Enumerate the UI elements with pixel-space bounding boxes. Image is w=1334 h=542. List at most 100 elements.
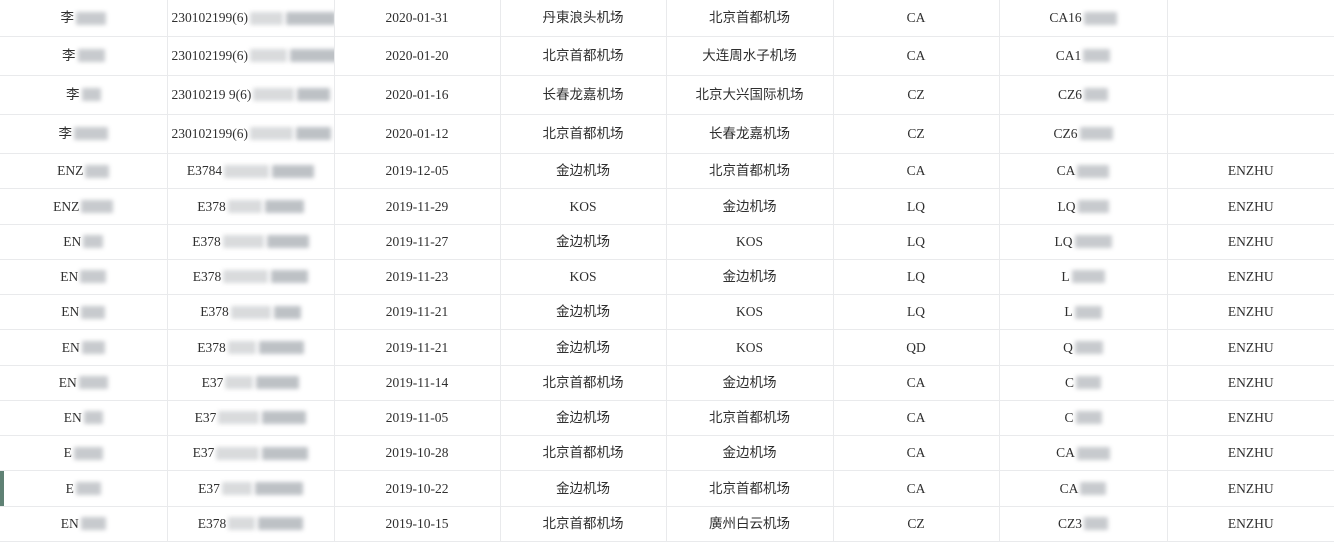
cell-name: 李 — [0, 0, 168, 37]
cell-arrival: 北京首都机场 — [666, 470, 834, 507]
cell-text: EN — [58, 374, 77, 390]
cell-text: CA — [1059, 480, 1079, 496]
redacted-block — [77, 49, 105, 63]
cell-text: 李 — [66, 87, 80, 103]
cell-content: E378 — [197, 189, 304, 223]
cell-arrival: 金边机场 — [666, 259, 834, 296]
cell-id_number: E37 — [167, 435, 335, 472]
cell-content: CA — [1060, 471, 1107, 505]
table-row[interactable]: ENZ E378 2019-11-29 KOS 金边机场 LQ LQ ENZHU — [0, 188, 1334, 225]
cell-date: 2019-11-27 — [334, 224, 501, 260]
cell-content: 230102199(6) — [172, 39, 333, 73]
table-row[interactable]: EN E378 2019-10-15 北京首都机场 廣州白云机场 CZ CZ3 ENZHU — [0, 506, 1334, 542]
cell-operator: ENZHU — [1167, 329, 1334, 366]
redacted-block — [76, 11, 106, 25]
cell-name: EN — [0, 224, 168, 260]
cell-text: CA — [906, 10, 926, 26]
cell-text: 长春龙嘉机场 — [542, 87, 624, 103]
cell-text: 2020-01-12 — [385, 126, 449, 142]
cell-flight_no: C — [999, 400, 1168, 437]
cell-content: E37 — [202, 366, 300, 400]
cell-flight_no: CA — [999, 470, 1168, 507]
cell-id_number: E378 — [167, 224, 335, 260]
redacted-block — [85, 164, 110, 178]
cell-text: E378 — [197, 339, 226, 355]
cell-content: KOS — [569, 260, 596, 294]
cell-text: LQ — [907, 269, 925, 284]
cell-content: 丹東浪头机场 — [543, 1, 624, 35]
cell-text: Q — [1063, 339, 1073, 355]
cell-content: E378 — [197, 330, 304, 364]
redacted-block — [1076, 376, 1101, 389]
cell-text: ENZ — [57, 163, 84, 179]
cell-content: E378 — [200, 295, 301, 329]
cell-content: Q — [1063, 330, 1103, 364]
redacted-block — [78, 376, 108, 389]
cell-flight_no: CA — [999, 435, 1168, 472]
table-row[interactable]: EN E378 2019-11-23 KOS 金边机场 LQ L ENZHU — [0, 259, 1334, 296]
cell-text: 2020-01-20 — [385, 48, 449, 64]
cell-airline: CA — [833, 400, 1000, 437]
cell-text: 金边机场 — [556, 233, 610, 249]
cell-content: 李 — [61, 1, 106, 35]
redacted-block — [271, 270, 309, 284]
table-row[interactable]: EN E37 2019-11-05 金边机场 北京首都机场 CA C ENZHU — [0, 400, 1334, 437]
cell-name: 李 — [0, 36, 168, 76]
cell-text: CA — [906, 163, 926, 179]
cell-content: ENZHU — [1228, 154, 1274, 188]
cell-operator: ENZHU — [1167, 435, 1334, 472]
table-row[interactable]: 李 230102199(6) 2020-01-31 丹東浪头机场 北京首都机场 CA CA1… — [0, 0, 1334, 37]
cell-text: LQ — [907, 233, 925, 249]
cell-date: 2019-11-21 — [334, 294, 501, 331]
cell-text: 2019-11-23 — [385, 269, 449, 284]
cell-airline: QD — [833, 329, 1000, 366]
cell-text: CA1 — [1055, 48, 1082, 64]
redacted-block — [1074, 235, 1112, 248]
table-row[interactable]: E E37 2019-10-28 北京首都机场 金边机场 CA CA ENZHU — [0, 435, 1334, 472]
cell-content: 2019-11-05 — [386, 401, 449, 435]
cell-text: CZ — [907, 515, 925, 531]
cell-text: 2019-11-29 — [385, 198, 449, 214]
cell-operator: ENZHU — [1167, 506, 1334, 542]
cell-text: 北京首都机场 — [709, 163, 790, 179]
table-row[interactable]: ENZ E3784 2019-12-05 金边机场 北京首都机场 CA CA ENZHU — [0, 153, 1334, 190]
table-row[interactable]: 李 230102199(6) 2020-01-12 北京首都机场 长春龙嘉机场 CZ CZ6 — [0, 114, 1334, 154]
cell-content: ENZHU — [1228, 366, 1274, 400]
cell-content: C — [1064, 401, 1102, 435]
table-row[interactable]: EN E378 2019-11-21 金边机场 KOS QD Q ENZHU — [0, 329, 1334, 366]
cell-text: CZ — [907, 87, 925, 103]
cell-content: E37 — [193, 436, 309, 470]
cell-text: 金边机场 — [556, 480, 610, 496]
cell-id_number: 23010219 9(6) — [167, 75, 335, 115]
cell-text: EN — [63, 410, 82, 425]
cell-name: EN — [0, 400, 168, 437]
cell-content: LQ — [1058, 189, 1109, 223]
table-row[interactable]: 李 23010219 9(6) 2020-01-16 长春龙嘉机场 北京大兴国际机场 CZ… — [0, 75, 1334, 115]
cell-airline: LQ — [833, 294, 1000, 331]
cell-content: 廣州白云机场 — [709, 507, 790, 541]
cell-flight_no: CZ6 — [999, 114, 1168, 154]
cell-departure: 金边机场 — [500, 400, 667, 437]
redacted-block — [216, 446, 260, 460]
cell-content: KOS — [736, 330, 763, 364]
cell-id_number: E378 — [167, 329, 335, 366]
cell-name: ENZ — [0, 153, 168, 190]
cell-text: 北京大兴国际机场 — [695, 87, 804, 103]
cell-content: CA — [1056, 436, 1110, 470]
cell-text: ENZHU — [1227, 304, 1274, 320]
redacted-block — [262, 446, 309, 460]
cell-content: C — [1065, 366, 1101, 400]
table-row[interactable]: 李 230102199(6) 2020-01-20 北京首都机场 大连周水子机场 CA CA… — [0, 36, 1334, 76]
cell-text: 大连周水子机场 — [702, 48, 797, 64]
cell-text: E3784 — [186, 163, 223, 179]
cell-airline: CZ — [833, 114, 1000, 154]
table-row[interactable]: EN E378 2019-11-27 金边机场 KOS LQ LQ ENZHU — [0, 224, 1334, 260]
table-row[interactable]: E E37 2019-10-22 金边机场 北京首都机场 CA CA ENZHU — [0, 470, 1334, 507]
cell-text: 2019-11-05 — [385, 410, 449, 425]
cell-text: 23010219 9(6) — [171, 87, 252, 103]
table-row[interactable]: EN E37 2019-11-14 北京首都机场 金边机场 CA C ENZHU — [0, 365, 1334, 401]
cell-airline: CA — [833, 36, 1000, 76]
cell-operator: ENZHU — [1167, 188, 1334, 225]
table-row[interactable]: EN E378 2019-11-21 金边机场 KOS LQ L ENZHU — [0, 294, 1334, 331]
